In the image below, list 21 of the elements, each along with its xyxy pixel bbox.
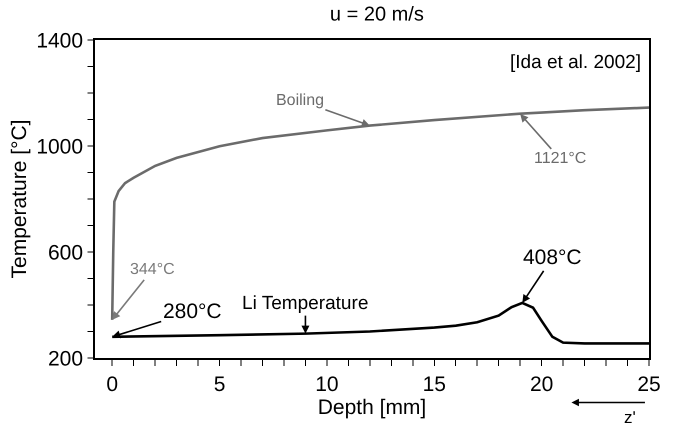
x-tick-label: 0 — [106, 372, 118, 396]
annotation: 408°C — [523, 246, 582, 269]
x-tick-label: 25 — [637, 372, 661, 396]
y-tick-label: 1000 — [36, 135, 84, 158]
y-axis-title: Temperature [°C] — [8, 120, 31, 278]
x-tick-label: 5 — [214, 372, 226, 396]
annotation: 280°C — [163, 300, 222, 323]
y-tick-label: 200 — [48, 347, 84, 370]
chart-title: u = 20 m/s — [330, 3, 424, 26]
annotation: 1121°C — [534, 150, 586, 167]
y-tick-label: 1400 — [36, 29, 84, 52]
text: z' — [624, 408, 636, 427]
annotation: [Ida et al. 2002] — [510, 52, 641, 73]
annotation: 344°C — [130, 261, 175, 278]
x-tick-label: 10 — [315, 372, 339, 396]
x-axis-title: Depth [mm] — [318, 396, 426, 419]
y-tick-label: 600 — [48, 241, 84, 264]
annotation: Li Temperature — [242, 293, 368, 314]
annotation: Boiling — [276, 92, 324, 109]
x-tick-label: 20 — [530, 372, 554, 396]
x-tick-label: 15 — [422, 372, 446, 396]
